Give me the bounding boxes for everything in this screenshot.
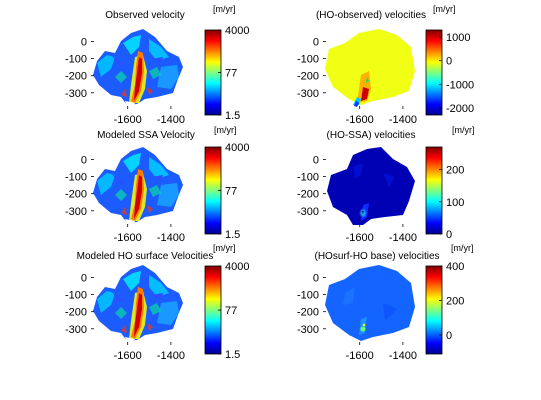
colorbar-tick-label: 0 (446, 56, 452, 68)
colorbar-tick-label: 400 (446, 261, 464, 273)
colorbar-tick-label: 100 (446, 197, 464, 209)
colorbar-tick-label: 1.5 (225, 229, 240, 241)
y-tick-label: 0 (81, 155, 87, 167)
y-tick-label: -100 (65, 172, 87, 184)
y-tick-label: 0 (313, 37, 319, 49)
y-tick-label: 0 (81, 37, 87, 49)
colorbar-tick-label: 77 (225, 186, 237, 198)
x-tick-label: -1400 (389, 232, 417, 244)
subplot-title: Modeled HO surface Velocities (77, 251, 214, 262)
x-tick-label: -1400 (389, 114, 417, 126)
colorbar-tick-label: 77 (225, 305, 237, 317)
y-tick-label: -100 (65, 290, 87, 302)
heatmap-image (93, 265, 183, 343)
y-tick-label: -200 (297, 189, 319, 201)
heatmap-image (327, 147, 415, 225)
heatmap-image (325, 265, 415, 341)
subplot-1: Observed velocity 0 -100 -200 -300 -1600 -1400… (65, 4, 250, 126)
colorbar (425, 29, 443, 116)
x-tick-label: -1400 (157, 350, 185, 362)
y-tick-label: -200 (65, 189, 87, 201)
colorbar-tick-label: 77 (225, 68, 237, 80)
y-tick-label: -100 (297, 54, 319, 66)
heatmap-image (325, 29, 415, 107)
colorbar-tick-label: 1000 (446, 32, 470, 44)
colorbar (425, 265, 443, 355)
colorbar-tick-label: 0 (446, 330, 452, 342)
subplot-title: (HOsurf-HO base) velocities (314, 251, 439, 262)
colorbar (425, 146, 443, 235)
y-tick-label: -200 (297, 307, 319, 319)
y-tick-label: 0 (313, 273, 319, 285)
colorbar-unit: [m/yr] (214, 125, 237, 135)
subplot-title: (HO-observed) velocities (316, 10, 426, 21)
x-tick-label: -1600 (346, 232, 374, 244)
colorbar-tick-label: 1.5 (225, 349, 240, 361)
y-tick-label: 0 (313, 155, 319, 167)
subplot-3: Modeled SSA Velocity 0 -100 -200 -300 -1600 -1… (65, 125, 250, 244)
colorbar-tick-label: 1.5 (225, 110, 240, 122)
colorbar-unit: [m/yr] (213, 243, 236, 253)
colorbar-tick-label: -2000 (446, 103, 474, 115)
colorbar-unit: [m/yr] (451, 243, 474, 253)
y-tick-label: -100 (65, 54, 87, 66)
x-tick-label: -1600 (114, 350, 142, 362)
subplot-title: (HO-SSA) velocities (327, 130, 416, 141)
colorbar-unit: [m/yr] (213, 4, 236, 14)
y-tick-label: -100 (297, 290, 319, 302)
colorbar-tick-label: 200 (446, 165, 464, 177)
colorbar-tick-label: 4000 (225, 142, 249, 154)
subplot-title: Observed velocity (105, 10, 184, 21)
y-tick-label: -200 (65, 71, 87, 83)
y-tick-label: 0 (81, 273, 87, 285)
colorbar-unit: [m/yr] (433, 4, 456, 14)
subplot-4: (HO-SSA) velocities 0 -100 -200 -300 -1600 -14… (297, 125, 475, 244)
heatmap-image (93, 29, 183, 107)
y-tick-label: -300 (65, 206, 87, 218)
colorbar-tick-label: 4000 (225, 261, 249, 273)
y-tick-label: -300 (297, 324, 319, 336)
y-tick-label: -200 (65, 307, 87, 319)
colorbar-tick-label: 4000 (225, 25, 249, 37)
colorbar-unit: [m/yr] (452, 125, 475, 135)
x-tick-label: -1600 (114, 232, 142, 244)
subplot-title: Modeled SSA Velocity (97, 130, 195, 141)
x-tick-label: -1600 (114, 114, 142, 126)
y-tick-label: -200 (297, 71, 319, 83)
colorbar-tick-label: 200 (446, 296, 464, 308)
subplot-6: (HOsurf-HO base) velocities 0 -100 -200 -300… (297, 243, 474, 362)
x-tick-label: -1400 (157, 232, 185, 244)
y-tick-label: -300 (65, 324, 87, 336)
x-tick-label: -1400 (389, 350, 417, 362)
y-tick-label: -100 (297, 172, 319, 184)
x-tick-label: -1600 (346, 114, 374, 126)
subplot-2: (HO-observed) velocities 0 -100 -200 -300 -16… (297, 4, 474, 126)
colorbar-tick-label: -1000 (446, 79, 474, 91)
colorbar-tick-label: 0 (446, 229, 452, 241)
x-tick-label: -1600 (346, 350, 374, 362)
x-tick-label: -1400 (157, 114, 185, 126)
heatmap-image (93, 147, 183, 225)
subplot-5: Modeled HO surface Velocities 0 -100 -200 -3… (65, 243, 250, 362)
y-tick-label: -300 (65, 88, 87, 100)
y-tick-label: -300 (297, 88, 319, 100)
y-tick-label: -300 (297, 206, 319, 218)
